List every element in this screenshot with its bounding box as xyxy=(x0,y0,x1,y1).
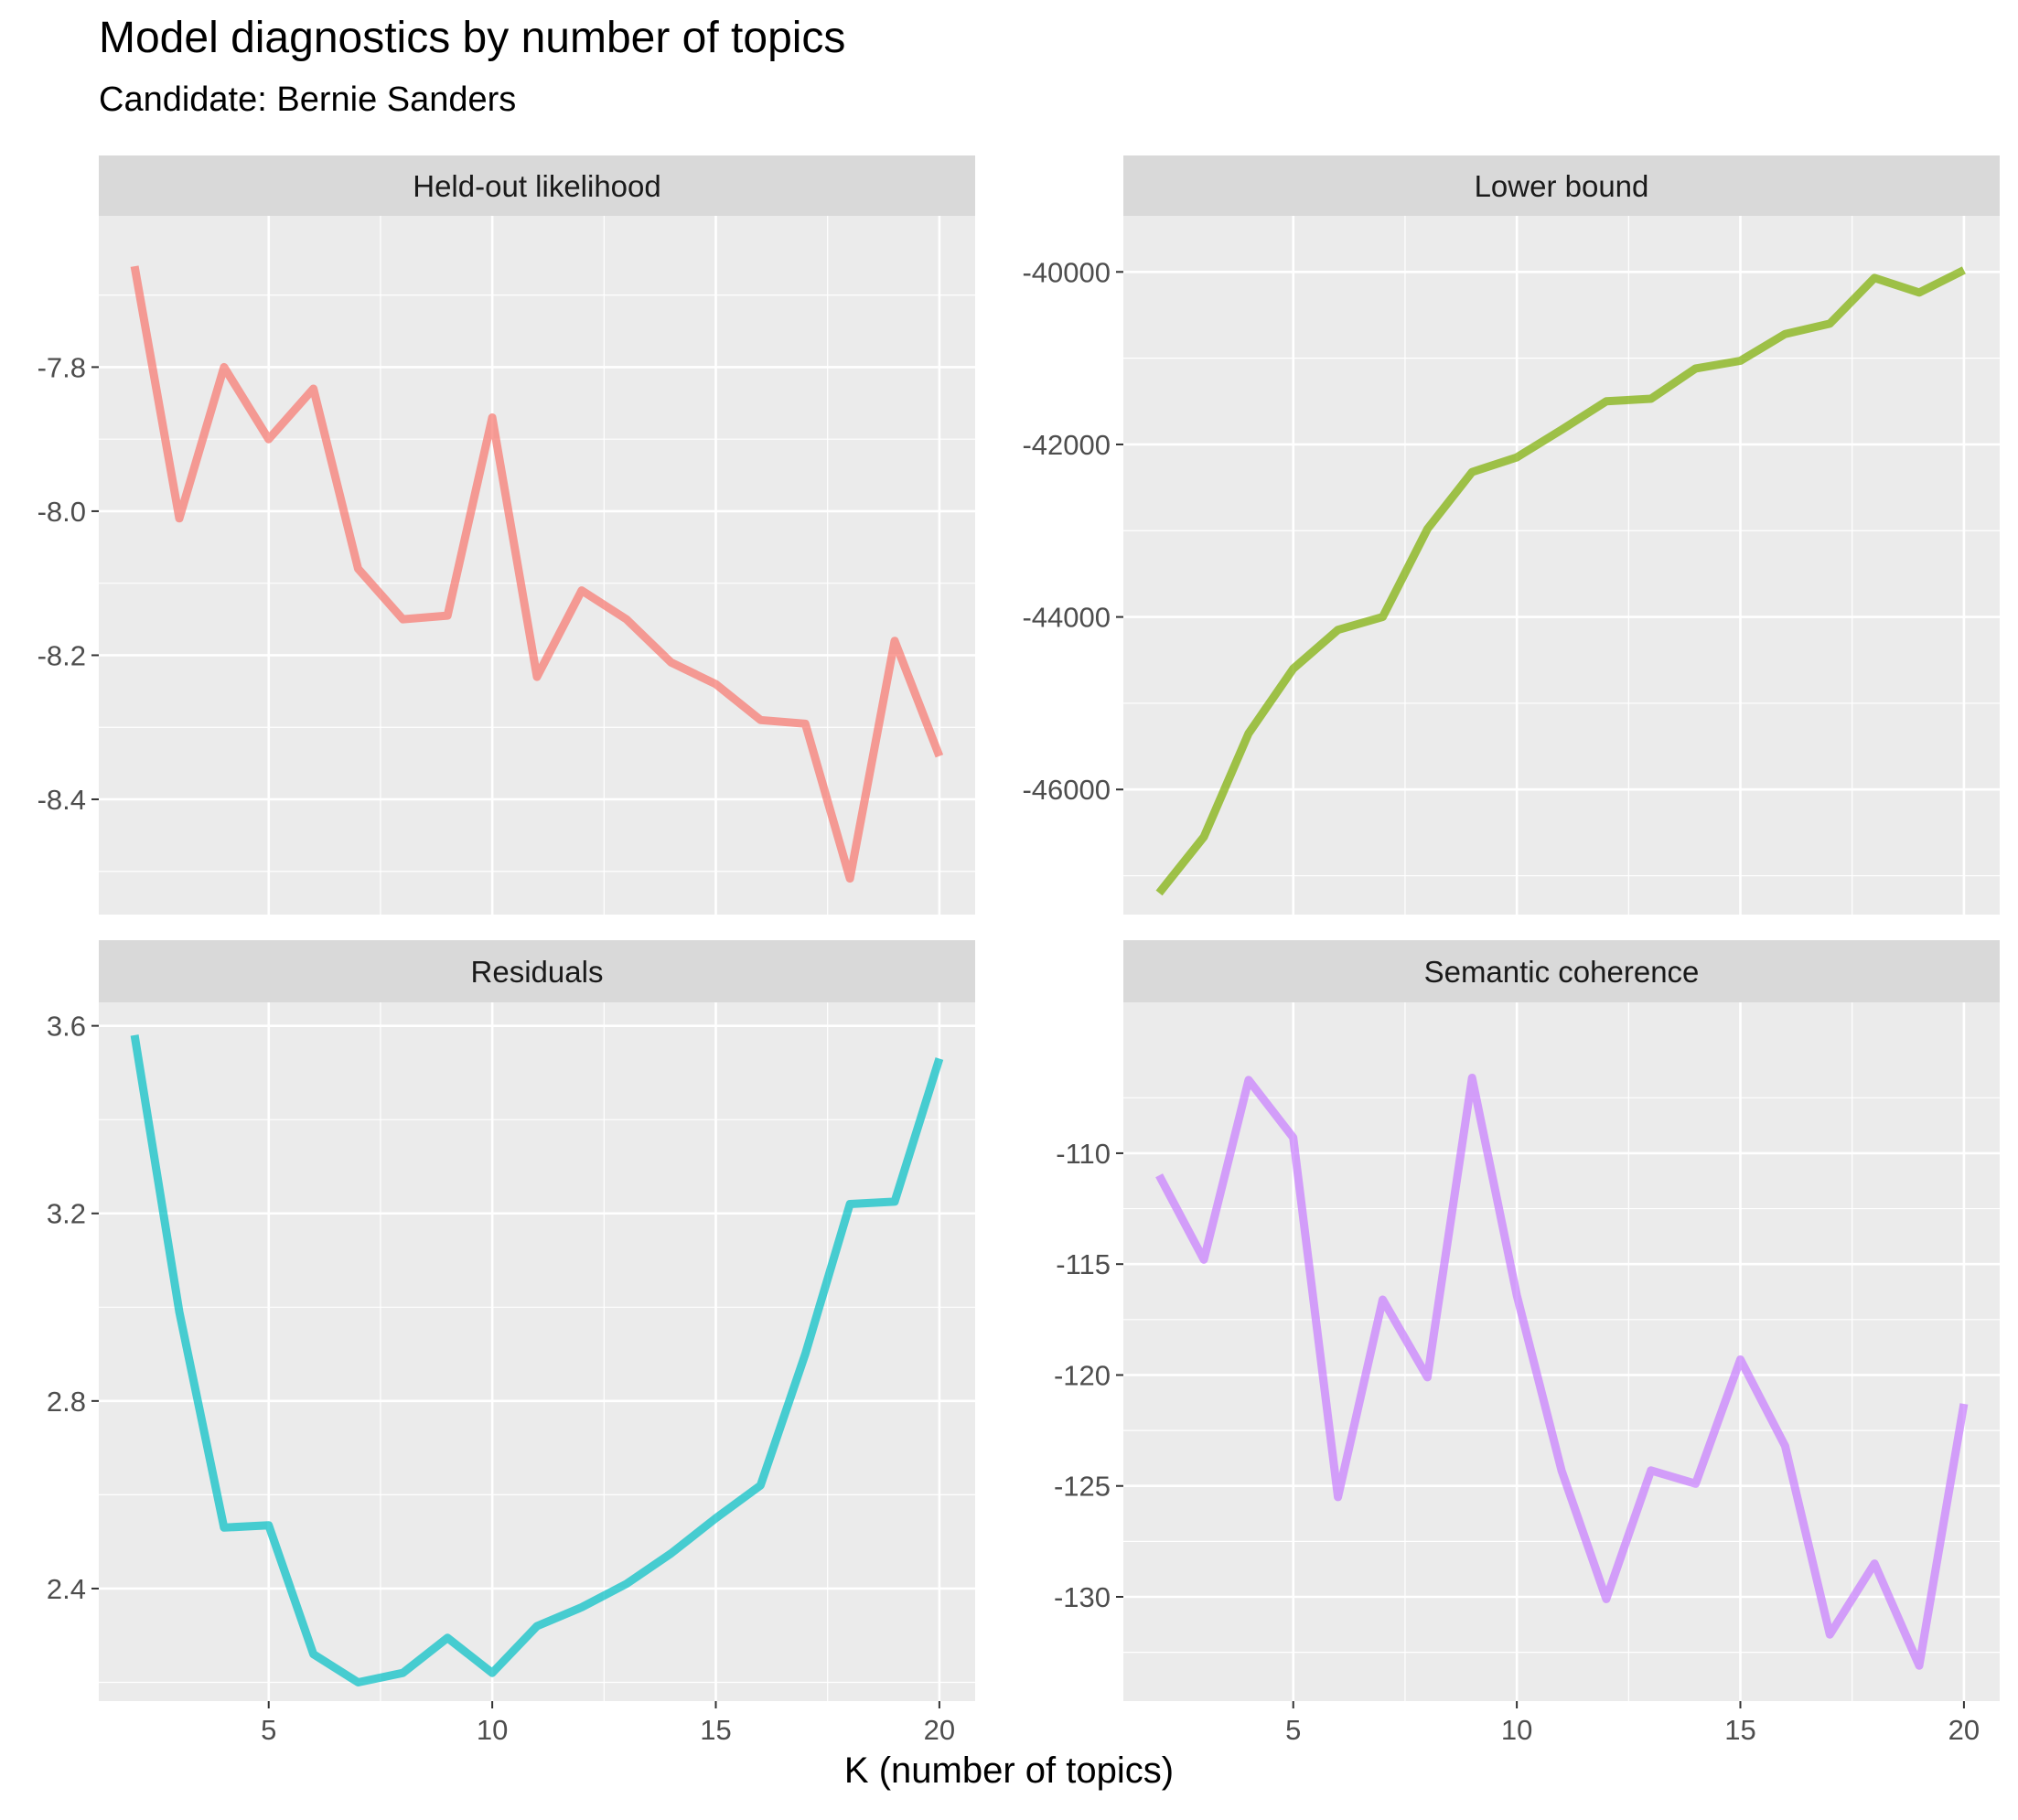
series-line xyxy=(130,1034,944,1686)
facet-strip-label: Semantic coherence xyxy=(1424,955,1700,989)
facet-strip-label: Lower bound xyxy=(1475,169,1649,203)
x-axis-label: K (number of topics) xyxy=(843,1750,1175,1791)
y-tick-label: 3.2 xyxy=(47,1198,86,1230)
chart-subtitle: Candidate: Bernie Sanders xyxy=(99,80,517,119)
x-tick-label: 5 xyxy=(1285,1714,1301,1746)
facet-strip xyxy=(99,940,975,1002)
x-tick-label: 5 xyxy=(261,1714,276,1746)
y-tick-label: -125 xyxy=(1054,1471,1111,1503)
y-tick-label: -8.0 xyxy=(38,496,86,528)
y-tick-label: -7.8 xyxy=(38,351,86,383)
y-tick-label: -44000 xyxy=(1022,602,1111,634)
series-line xyxy=(130,265,944,883)
y-tick-label: -115 xyxy=(1056,1248,1111,1280)
facet-strip xyxy=(1123,155,2000,216)
chart-title: Model diagnostics by number of topics xyxy=(99,14,846,62)
facet-strip xyxy=(1123,940,2000,1002)
y-tick-label: -8.4 xyxy=(38,784,86,816)
panel-background xyxy=(1123,1002,2000,1701)
series-line xyxy=(1155,266,1966,896)
x-tick-label: 10 xyxy=(1501,1714,1532,1746)
y-tick-label: -120 xyxy=(1054,1359,1111,1391)
y-tick-label: -40000 xyxy=(1022,256,1111,288)
y-tick-label: -8.2 xyxy=(38,639,86,671)
facet-strip xyxy=(99,155,975,216)
panel-background xyxy=(1123,216,2000,915)
x-tick-label: 20 xyxy=(924,1714,955,1746)
y-tick-label: 2.4 xyxy=(47,1573,86,1605)
panel-semantic-coherence: Semantic coherence -130 -125 -120 -115 -110 5 1… xyxy=(1054,940,2000,1746)
facet-strip-label: Residuals xyxy=(471,955,604,989)
y-tick-label: -130 xyxy=(1054,1581,1111,1613)
x-tick-label: 15 xyxy=(1724,1714,1755,1746)
y-tick-label: 3.6 xyxy=(47,1011,86,1043)
panel-held-out-likelihood: Held-out likelihood -8.4 -8.2 -8.0 -7.8 xyxy=(38,155,975,915)
series-line xyxy=(1155,1074,1969,1670)
y-tick-label: 2.8 xyxy=(47,1386,86,1418)
panel-residuals: Residuals 2.4 2.8 3.2 3.6 5 10 15 20 xyxy=(47,940,975,1746)
panel-background xyxy=(99,1002,975,1701)
x-tick-label: 15 xyxy=(700,1714,731,1746)
x-tick-label: 10 xyxy=(477,1714,508,1746)
x-tick-label: 20 xyxy=(1948,1714,1980,1746)
y-tick-label: -46000 xyxy=(1022,774,1111,806)
facet-strip-label: Held-out likelihood xyxy=(413,169,661,203)
y-tick-label: -110 xyxy=(1056,1138,1111,1170)
panel-lower-bound: Lower bound -46000 -44000 -42000 -40000 xyxy=(1022,155,2000,915)
y-tick-label: -42000 xyxy=(1022,429,1111,461)
panel-background xyxy=(99,216,975,915)
